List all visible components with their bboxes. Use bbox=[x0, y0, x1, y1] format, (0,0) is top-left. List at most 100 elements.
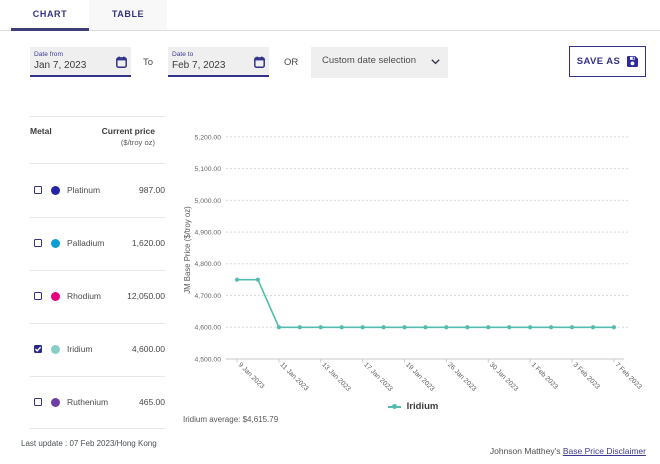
price-unit-header: ($/troy oz) bbox=[120, 138, 155, 147]
iridium-checkbox[interactable] bbox=[34, 345, 42, 353]
data-point bbox=[318, 325, 323, 330]
divider bbox=[30, 216, 165, 218]
x-tick-label: 11 Jan 2023 bbox=[278, 361, 309, 392]
x-tick-label: 26 Jan 2023 bbox=[446, 361, 478, 393]
divider bbox=[30, 163, 165, 164]
date-to-field[interactable]: Date to Feb 7, 2023 bbox=[168, 47, 269, 77]
x-tick-label: 1 Feb 2023 bbox=[530, 361, 559, 390]
ruthenium-color-dot bbox=[50, 397, 60, 407]
base-price-disclaimer-link[interactable]: Base Price Disclaimer bbox=[562, 446, 646, 456]
x-tick-label: 13 Jan 2023 bbox=[320, 361, 352, 393]
x-tick-label: 19 Jan 2023 bbox=[404, 361, 436, 393]
series-average-text: Iridium average: $4,615.79 bbox=[183, 415, 279, 424]
x-tick-label: 3 Feb 2023 bbox=[572, 361, 601, 390]
platinum-color-dot bbox=[50, 185, 60, 195]
data-point bbox=[423, 325, 428, 330]
metal-price: 465.00 bbox=[139, 397, 165, 407]
ruthenium-checkbox[interactable] bbox=[34, 398, 42, 406]
y-tick-label: 4,500.00 bbox=[195, 356, 222, 363]
x-tick-label: 9 Jan 2023 bbox=[237, 361, 266, 390]
legend-line-marker bbox=[387, 404, 401, 409]
metal-row-rhodium: Rhodium 12,050.00 bbox=[30, 270, 165, 322]
data-point bbox=[234, 277, 240, 282]
x-tick-label: 30 Jan 2023 bbox=[488, 361, 520, 393]
divider bbox=[30, 376, 165, 377]
divider bbox=[30, 269, 165, 271]
data-point bbox=[569, 325, 575, 330]
x-tick-label: 17 Jan 2023 bbox=[362, 361, 394, 393]
metal-name: Platinum bbox=[67, 185, 101, 195]
chevron-down-icon bbox=[431, 59, 440, 65]
date-to-label: Date to bbox=[172, 51, 194, 58]
footer-prefix: Johnson Matthey's bbox=[489, 446, 561, 456]
data-point bbox=[590, 325, 596, 330]
metal-name: Palladium bbox=[67, 238, 105, 248]
metal-price: 987.00 bbox=[139, 185, 165, 195]
metal-row-palladium: Palladium 1,620.00 bbox=[30, 217, 165, 269]
metal-name: Rhodium bbox=[67, 291, 102, 301]
date-from-field[interactable]: Date from Jan 7, 2023 bbox=[30, 47, 131, 77]
data-point bbox=[507, 325, 512, 330]
y-tick-label: 5,200.00 bbox=[195, 134, 222, 141]
y-axis-title: JM Base Price ($/troy oz) bbox=[183, 206, 192, 294]
custom-date-dropdown[interactable]: Custom date selection bbox=[311, 47, 448, 78]
rhodium-checkbox[interactable] bbox=[34, 292, 42, 300]
data-point bbox=[465, 325, 470, 330]
data-point bbox=[297, 325, 302, 330]
legend-series-name: Iridium bbox=[406, 401, 439, 412]
data-point bbox=[339, 325, 344, 330]
palladium-color-dot bbox=[50, 238, 60, 248]
data-point bbox=[360, 325, 365, 330]
legend-dot-marker bbox=[391, 404, 397, 409]
calendar-icon[interactable] bbox=[254, 56, 265, 68]
date-to-value: Feb 7, 2023 bbox=[172, 60, 226, 71]
last-update-text: Last update : 07 Feb 2023/Hong Kong bbox=[21, 439, 157, 448]
metal-row-iridium: Iridium 4,600.00 bbox=[30, 323, 165, 375]
data-point bbox=[381, 325, 386, 330]
date-from-value: Jan 7, 2023 bbox=[34, 60, 87, 71]
data-point bbox=[549, 325, 554, 330]
chart-legend[interactable]: Iridium bbox=[178, 400, 648, 413]
y-tick-label: 4,600.00 bbox=[195, 325, 222, 332]
calendar-icon[interactable] bbox=[116, 56, 127, 68]
save-as-button[interactable]: SAVE AS bbox=[569, 46, 646, 77]
save-icon bbox=[627, 56, 639, 67]
price-column-header: Current price bbox=[101, 126, 155, 136]
palladium-checkbox[interactable] bbox=[34, 239, 42, 247]
x-tick-label: 7 Feb 2023 bbox=[614, 361, 643, 390]
tab-chart[interactable]: CHART bbox=[32, 9, 68, 19]
to-label: To bbox=[143, 57, 154, 68]
metal-price: 1,620.00 bbox=[131, 238, 165, 248]
date-from-label: Date from bbox=[34, 51, 63, 58]
save-as-label: SAVE AS bbox=[576, 56, 621, 67]
tab-table[interactable]: TABLE bbox=[89, 0, 167, 30]
dropdown-selected-value: Custom date selection bbox=[322, 55, 416, 66]
divider bbox=[30, 428, 165, 429]
data-point bbox=[276, 325, 281, 330]
y-tick-label: 4,900.00 bbox=[195, 229, 222, 236]
metal-row-ruthenium: Ruthenium 465.00 bbox=[30, 376, 165, 428]
y-tick-label: 5,000.00 bbox=[195, 198, 222, 205]
rhodium-color-dot bbox=[50, 291, 60, 301]
data-point bbox=[444, 325, 449, 330]
y-tick-label: 4,700.00 bbox=[195, 293, 222, 300]
data-point bbox=[255, 277, 261, 282]
footer-disclaimer: Johnson Matthey's Base Price Disclaimer bbox=[490, 446, 646, 456]
platinum-checkbox[interactable] bbox=[34, 186, 42, 194]
y-tick-label: 4,800.00 bbox=[195, 261, 222, 268]
metal-name: Iridium bbox=[67, 344, 93, 354]
data-point bbox=[486, 325, 491, 330]
metal-row-platinum: Platinum 987.00 bbox=[30, 164, 165, 216]
active-tab-underline bbox=[11, 28, 89, 31]
or-label: OR bbox=[284, 57, 299, 68]
y-tick-label: 5,100.00 bbox=[195, 166, 222, 173]
metal-price: 12,050.00 bbox=[127, 291, 165, 301]
metal-column-header: Metal bbox=[30, 126, 52, 136]
divider bbox=[30, 116, 165, 117]
series-line bbox=[237, 278, 614, 329]
metal-price: 4,600.00 bbox=[131, 344, 165, 354]
data-point bbox=[611, 325, 617, 330]
divider bbox=[30, 322, 165, 324]
